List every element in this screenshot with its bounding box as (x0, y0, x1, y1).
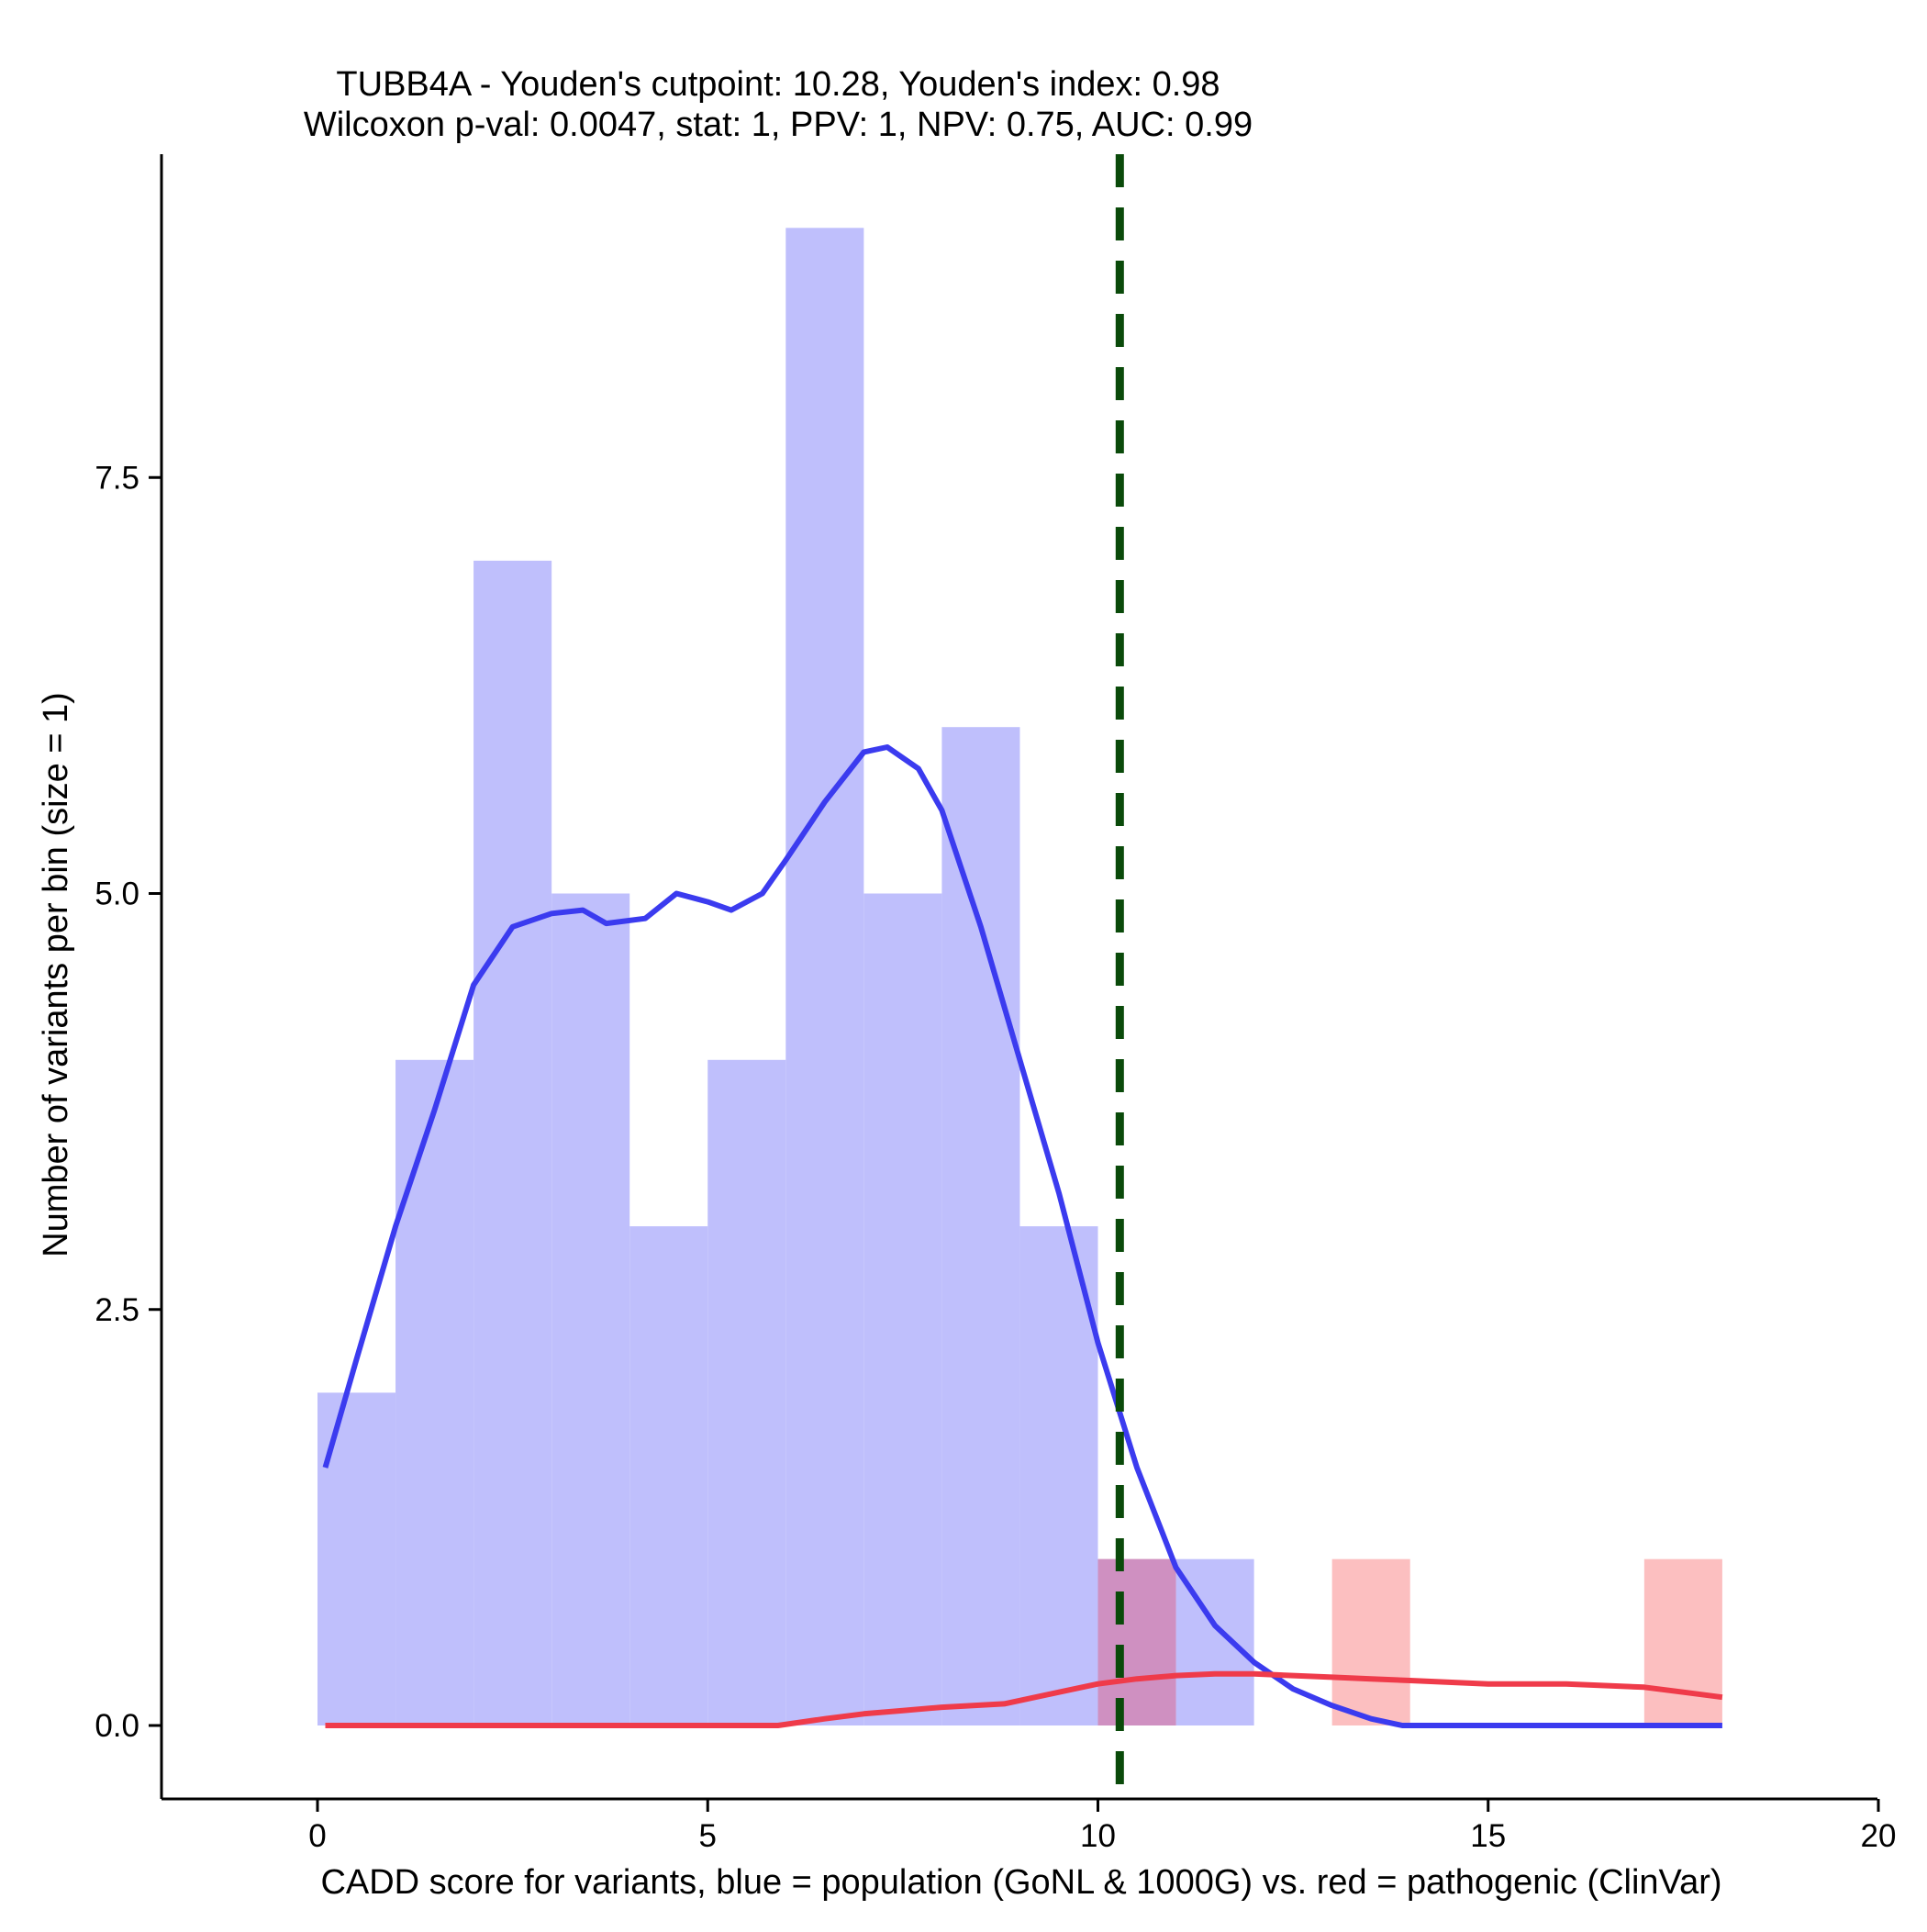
population-density-line (322, 744, 1722, 1728)
x-tick-label: 5 (699, 1818, 717, 1854)
plot-area (317, 154, 1723, 1799)
chart-title-line-2: Wilcoxon p-val: 0.0047, stat: 1, PPV: 1,… (304, 106, 1253, 144)
population-bar (629, 1226, 708, 1725)
pathogenic-bar (1643, 1558, 1722, 1725)
y-tick-label: 2.5 (95, 1292, 139, 1328)
pathogenic-bar (1331, 1558, 1410, 1725)
population-bar (785, 228, 864, 1725)
population-bar (395, 1059, 474, 1725)
axes: 0 5 10 15 20 0.0 2.5 5.0 7.5 (95, 154, 1896, 1854)
population-bar (1019, 1226, 1098, 1725)
chart-title-line-1: TUBB4A - Youden's cutpoint: 10.28, Youde… (336, 65, 1220, 104)
x-tick-label: 15 (1470, 1818, 1506, 1854)
y-tick-label: 5.0 (95, 877, 139, 912)
population-bar (707, 1059, 786, 1725)
chart-title: TUBB4A - Youden's cutpoint: 10.28, Youde… (304, 65, 1253, 144)
overlap-bar (1097, 1558, 1176, 1725)
population-bar (941, 727, 1020, 1726)
x-tick-label: 10 (1080, 1818, 1116, 1854)
population-bar (473, 560, 552, 1725)
y-axis-label: Number of variants per bin (size = 1) (37, 692, 75, 1257)
x-axis-label: CADD score for variants, blue = populati… (320, 1863, 1721, 1902)
x-tick-label: 0 (308, 1818, 326, 1854)
y-tick-label: 7.5 (95, 460, 139, 496)
y-tick-label: 0.0 (95, 1708, 139, 1744)
pathogenic-density-line (325, 1670, 1723, 1728)
population-bar (863, 893, 942, 1725)
x-tick-label: 20 (1861, 1818, 1897, 1854)
population-bar (317, 1392, 396, 1725)
population-bar (551, 893, 630, 1725)
